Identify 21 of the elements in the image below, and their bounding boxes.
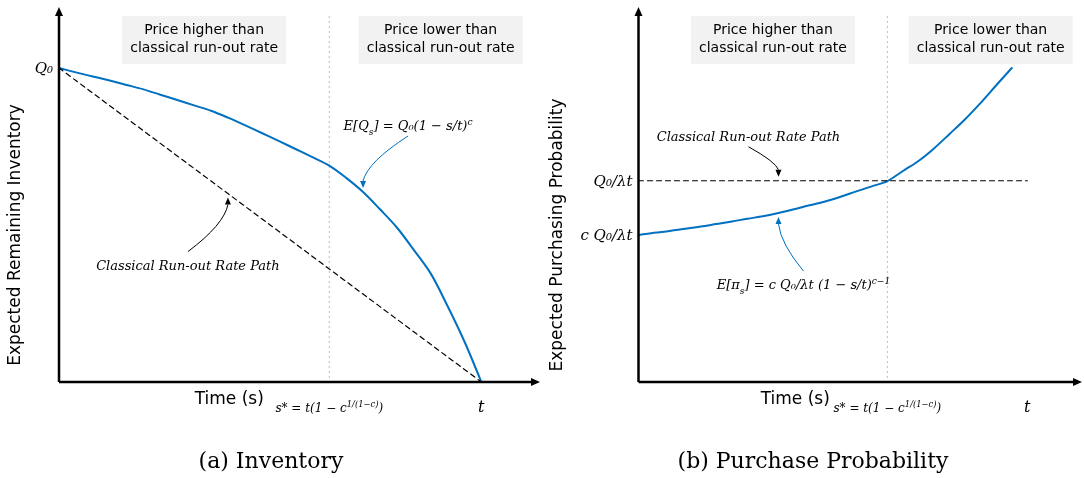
text: Q₀	[34, 59, 53, 77]
text: Q₀/λt	[593, 171, 634, 190]
text: E[Q$_{s}$] = Q₀(1 − s/t)$^{c}$	[342, 117, 473, 138]
text: Price lower than classical run-out rate	[366, 21, 515, 55]
text: E[π$_{s}$] = c Q₀/λt (1 − s/t)$^{c−1}$	[715, 276, 891, 297]
text: c Q₀/λt	[580, 226, 634, 245]
text: Price higher than classical run-out rate	[130, 21, 279, 55]
x-axis-title: Time (s)	[759, 388, 830, 408]
x-tick-label: t	[478, 397, 486, 416]
text: Price higher than classical run-out rate	[698, 21, 847, 55]
x-tick-label: s* = t(1 − c$^{1/(1−c)}$)	[275, 399, 384, 415]
x-tick-label: t	[1024, 397, 1032, 416]
x-axis-title: Time (s)	[193, 388, 264, 408]
y-axis-title: Expected Remaining Inventory	[4, 104, 24, 366]
y-axis-title: Expected Purchasing Probability	[546, 98, 566, 372]
text: (a) Inventory	[198, 448, 344, 473]
x-tick-label: s* = t(1 − c$^{1/(1−c)}$)	[833, 399, 942, 415]
text: Price lower than classical run-out rate	[916, 21, 1065, 55]
text: Classical Run-out Rate Path	[656, 128, 841, 144]
series-label: Classical Run-out Rate Path	[96, 257, 280, 273]
text: (b) Purchase Probability	[677, 448, 949, 473]
